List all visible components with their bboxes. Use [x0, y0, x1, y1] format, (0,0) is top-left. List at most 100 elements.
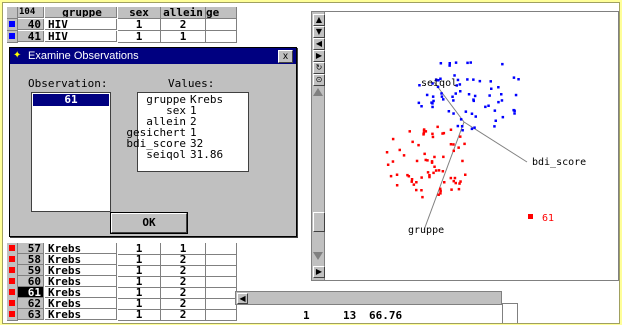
- data-point[interactable]: [420, 176, 423, 179]
- data-point[interactable]: [410, 178, 414, 181]
- row-number[interactable]: 63: [18, 309, 44, 320]
- data-point[interactable]: [395, 173, 399, 177]
- data-point[interactable]: [420, 189, 423, 192]
- data-point[interactable]: [459, 118, 463, 121]
- cell-allein[interactable]: 2: [161, 276, 206, 288]
- row-number[interactable]: 57: [18, 243, 44, 254]
- data-point[interactable]: [453, 176, 457, 180]
- list-item[interactable]: 61: [33, 94, 109, 106]
- data-point[interactable]: [440, 92, 443, 95]
- data-point[interactable]: [455, 84, 459, 87]
- data-point[interactable]: [464, 110, 468, 113]
- cell-gruppe[interactable]: Krebs: [45, 287, 117, 298]
- play-icon[interactable]: ▶: [313, 266, 325, 278]
- data-point[interactable]: [449, 128, 453, 132]
- data-point[interactable]: [395, 184, 399, 187]
- data-point[interactable]: [493, 125, 496, 128]
- data-point[interactable]: [500, 99, 504, 102]
- cell-gruppe[interactable]: HIV: [45, 19, 117, 30]
- data-point[interactable]: [459, 90, 462, 93]
- data-point[interactable]: [417, 101, 421, 105]
- data-point[interactable]: [436, 125, 439, 129]
- cell-ge[interactable]: [206, 265, 237, 277]
- data-point[interactable]: [454, 181, 458, 185]
- data-point[interactable]: [385, 151, 389, 154]
- cell-allein[interactable]: 2: [161, 309, 206, 321]
- scroll-up-icon[interactable]: [313, 88, 323, 96]
- data-point[interactable]: [466, 78, 469, 81]
- data-point[interactable]: [439, 187, 442, 191]
- data-point[interactable]: [422, 133, 425, 136]
- data-point[interactable]: [407, 175, 411, 178]
- data-point[interactable]: [452, 99, 455, 102]
- data-point[interactable]: [470, 112, 474, 116]
- data-point[interactable]: [415, 188, 418, 192]
- row-number[interactable]: 58: [18, 254, 44, 265]
- data-point[interactable]: [469, 61, 473, 64]
- data-point[interactable]: [452, 143, 455, 146]
- data-point[interactable]: [437, 193, 440, 197]
- data-point[interactable]: [494, 119, 498, 123]
- data-point[interactable]: [457, 187, 461, 191]
- data-point[interactable]: [431, 95, 435, 98]
- table-row[interactable]: 60 Krebs 1 2: [7, 276, 253, 288]
- table-row[interactable]: 57 Krebs 1 1: [7, 243, 253, 255]
- cell-ge[interactable]: [206, 254, 237, 266]
- row-marker[interactable]: [7, 309, 18, 321]
- column-header-ge[interactable]: ge: [206, 7, 237, 19]
- data-point[interactable]: [431, 135, 435, 139]
- data-point[interactable]: [430, 160, 434, 163]
- cell-gruppe[interactable]: Krebs: [45, 254, 117, 265]
- data-point[interactable]: [415, 159, 419, 163]
- column-header-gruppe[interactable]: gruppe: [45, 7, 117, 18]
- data-point[interactable]: [466, 61, 469, 65]
- data-point[interactable]: [461, 129, 464, 132]
- data-point[interactable]: [467, 93, 471, 96]
- row-marker[interactable]: [7, 31, 18, 43]
- cell-sex[interactable]: 1: [118, 309, 161, 321]
- column-header-allein[interactable]: allein: [161, 7, 206, 19]
- data-point[interactable]: [437, 79, 440, 82]
- data-point[interactable]: [452, 179, 456, 183]
- data-point[interactable]: [422, 128, 426, 131]
- data-point[interactable]: [452, 149, 456, 153]
- cell-gruppe[interactable]: HIV: [45, 31, 117, 42]
- data-point[interactable]: [488, 94, 491, 97]
- data-point[interactable]: [487, 104, 490, 108]
- data-point[interactable]: [418, 84, 421, 87]
- data-point[interactable]: [420, 105, 423, 108]
- row-number[interactable]: 40: [18, 19, 44, 30]
- data-point[interactable]: [500, 93, 503, 96]
- arrow-up-icon[interactable]: ▲: [313, 14, 325, 26]
- row-number[interactable]: 62: [18, 298, 44, 309]
- data-point[interactable]: [451, 95, 454, 99]
- data-point[interactable]: [454, 92, 458, 95]
- cell-ge[interactable]: [206, 276, 237, 288]
- data-point[interactable]: [448, 64, 451, 67]
- data-point[interactable]: [431, 82, 434, 85]
- table-row[interactable]: 41 HIV 1 1: [7, 31, 253, 43]
- data-point[interactable]: [408, 130, 412, 133]
- data-point[interactable]: [514, 93, 518, 97]
- data-point[interactable]: [454, 61, 458, 64]
- data-point[interactable]: [478, 79, 482, 83]
- data-point[interactable]: [431, 132, 434, 136]
- ok-button[interactable]: OK: [110, 212, 188, 234]
- data-point[interactable]: [497, 100, 500, 104]
- cell-ge[interactable]: [206, 31, 237, 43]
- data-point[interactable]: [460, 125, 464, 128]
- data-point[interactable]: [432, 171, 435, 175]
- data-point[interactable]: [472, 78, 475, 81]
- arrow-down-icon[interactable]: ▼: [313, 26, 325, 38]
- data-point[interactable]: [433, 165, 436, 169]
- cell-allein[interactable]: 1: [161, 243, 206, 255]
- data-point[interactable]: [448, 62, 452, 65]
- data-point[interactable]: [470, 127, 474, 131]
- cell-allein[interactable]: 2: [161, 287, 206, 299]
- data-point[interactable]: [417, 143, 420, 147]
- close-button[interactable]: x: [278, 50, 293, 63]
- data-point[interactable]: [426, 159, 429, 162]
- cell-sex[interactable]: 1: [118, 287, 161, 299]
- data-point[interactable]: [421, 195, 424, 199]
- cell-allein[interactable]: 2: [161, 19, 206, 31]
